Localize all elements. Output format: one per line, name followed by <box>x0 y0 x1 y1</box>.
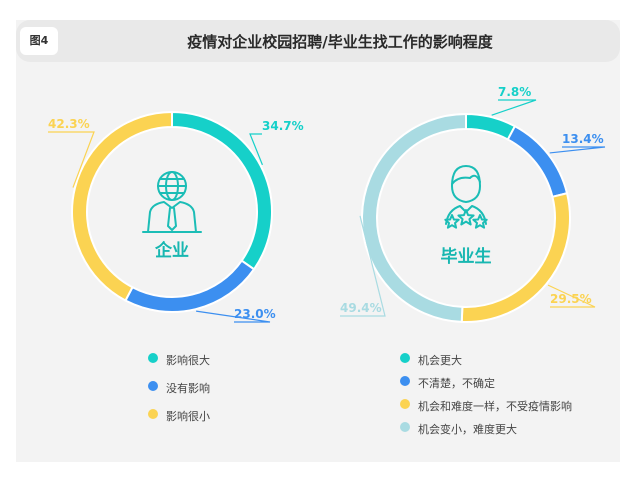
donut-slice <box>465 112 517 141</box>
leader-line <box>48 131 95 188</box>
legend-marker <box>400 376 410 386</box>
donut-chart-1: 34.7% 23.0% 42.3% 企业 <box>48 110 304 323</box>
data-label: 34.7% <box>262 119 304 133</box>
graduate-stars-icon <box>444 165 488 229</box>
chart-title: 疫情对企业校园招聘/毕业生找工作的影响程度 <box>187 33 493 51</box>
donut-slice <box>506 124 569 199</box>
legend-marker <box>148 381 158 391</box>
donut-slice <box>71 110 173 302</box>
legend-label: 不清楚，不确定 <box>418 377 495 390</box>
center-label: 企业 <box>154 240 189 261</box>
data-label: 42.3% <box>48 117 90 131</box>
leader-line <box>491 99 537 116</box>
donut-slice <box>124 259 256 313</box>
legend-label: 影响很大 <box>166 354 210 367</box>
businessman-globe-icon <box>142 171 202 233</box>
legend-marker <box>400 422 410 432</box>
legend-label: 机会更大 <box>418 354 462 367</box>
data-label: 49.4% <box>340 301 382 315</box>
leader-line <box>340 215 386 317</box>
data-label: 29.5% <box>550 292 592 306</box>
legend-marker <box>400 353 410 363</box>
chart-panel <box>16 20 620 462</box>
data-label: 23.0% <box>234 307 276 321</box>
leader-line <box>249 133 263 166</box>
legend-label: 机会和难度一样，不受疫情影响 <box>418 400 572 413</box>
legend-label: 影响很小 <box>166 410 210 423</box>
title-bar <box>16 20 620 62</box>
legend-marker <box>148 409 158 419</box>
leader-line <box>196 310 271 323</box>
legend-label: 机会变小，难度更大 <box>418 423 517 436</box>
center-label: 毕业生 <box>441 246 492 267</box>
leader-line <box>549 146 606 154</box>
data-label: 13.4% <box>562 132 604 146</box>
figure-badge: 图4 <box>20 27 58 55</box>
donut-slice <box>361 112 467 323</box>
data-label: 7.8% <box>498 85 531 99</box>
leader-line <box>547 284 596 308</box>
legend-label: 没有影响 <box>166 382 210 395</box>
legend-marker <box>148 353 158 363</box>
donut-chart-2: 7.8% 13.4% 29.5% 49.4% 毕业生 <box>340 85 606 323</box>
legend-marker <box>400 399 410 409</box>
